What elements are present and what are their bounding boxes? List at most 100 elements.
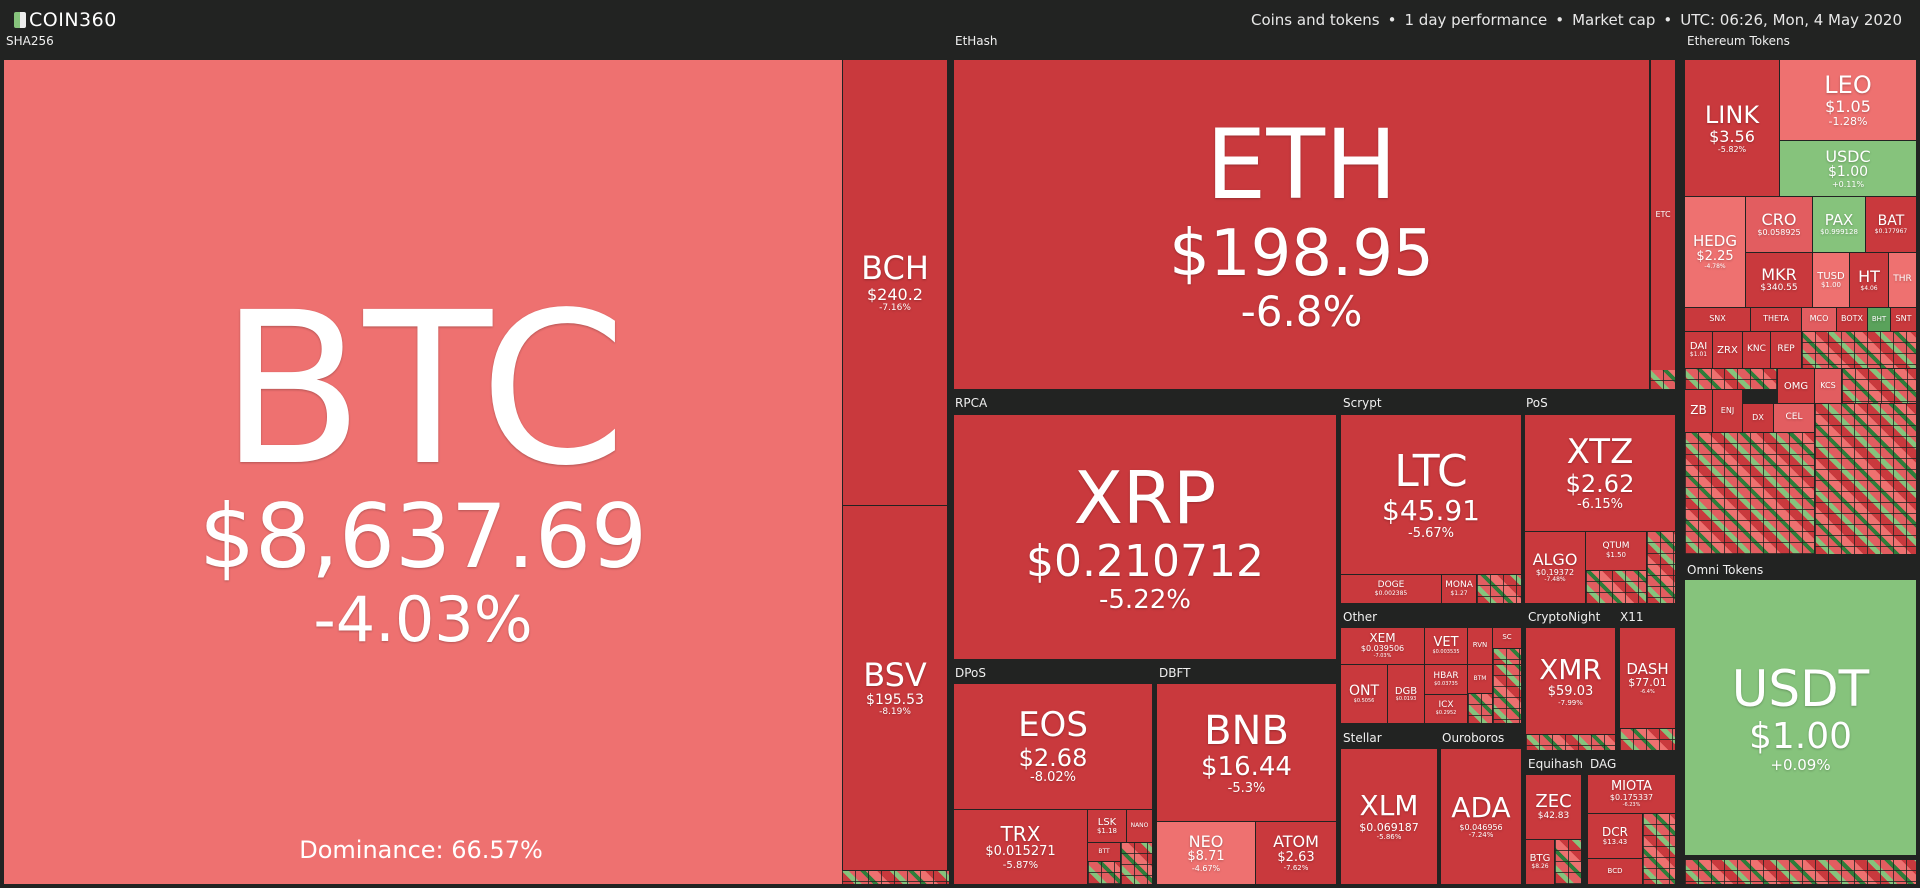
tile-knc[interactable]: KNC [1743, 332, 1770, 368]
tile-btc[interactable]: BTC $8,637.69 -4.03% [4, 60, 842, 884]
tile-icx-price: $0.2952 [1435, 710, 1457, 717]
tile-trx-price: $0.015271 [985, 844, 1056, 860]
tile-enj[interactable]: ENJ [1713, 390, 1742, 432]
tile-bnb-change: -5.3% [1227, 780, 1266, 796]
tile-mkr-price: $340.55 [1760, 282, 1798, 293]
tile-usdt[interactable]: USDT $1.00 +0.09% [1685, 580, 1916, 855]
tile-ont[interactable]: ONT $0.5056 [1341, 665, 1387, 723]
tile-nano[interactable]: NANO [1127, 810, 1152, 842]
tile-bht[interactable]: BHT [1868, 308, 1890, 331]
tile-eth[interactable]: ETH $198.95 -6.8% [954, 60, 1649, 389]
tile-eos[interactable]: EOS $2.68 -8.02% [954, 684, 1152, 809]
filter-coins-tokens[interactable]: Coins and tokens [1250, 11, 1380, 29]
tile-xem[interactable]: XEM $0.039506 -7.03% [1341, 628, 1424, 664]
tile-lsk[interactable]: LSK $1.18 [1088, 810, 1126, 842]
tile-dx-symbol: DX [1752, 412, 1764, 422]
tile-ada-symbol: ADA [1451, 790, 1511, 824]
tile-rvn[interactable]: RVN [1468, 628, 1492, 664]
tile-theta[interactable]: THETA [1751, 308, 1801, 331]
tile-trx[interactable]: TRX $0.015271 -5.87% [954, 810, 1087, 884]
tile-usdc[interactable]: USDC $1.00 +0.11% [1780, 141, 1916, 196]
tile-doge[interactable]: DOGE $0.002385 [1341, 575, 1441, 603]
tile-pax[interactable]: PAX $0.999128 [1813, 197, 1865, 252]
tile-btg[interactable]: BTG $8.26 [1526, 840, 1554, 884]
scrypt-small-coins [1477, 575, 1521, 603]
logo-text: COIN360 [29, 9, 117, 31]
eth-tokens-small-coins-d [1815, 404, 1916, 554]
tile-bcd-symbol: BCD [1607, 866, 1623, 875]
tile-dai-symbol: DAI [1689, 341, 1708, 353]
tile-icx[interactable]: ICX $0.2952 [1425, 695, 1467, 723]
tile-xrp[interactable]: XRP $0.210712 -5.22% [954, 415, 1336, 659]
tile-trx-symbol: TRX [1000, 822, 1041, 847]
tile-omg[interactable]: OMG [1778, 369, 1814, 403]
tile-dx[interactable]: DX [1743, 404, 1773, 432]
tile-algo[interactable]: ALGO $0.19372 -7.48% [1525, 532, 1585, 603]
tile-vet[interactable]: VET $0.003535 [1425, 628, 1467, 664]
tile-btt[interactable]: BTT [1088, 843, 1120, 861]
tile-bcd[interactable]: BCD [1588, 859, 1642, 884]
tile-ltc-symbol: LTC [1394, 445, 1468, 497]
tile-dai[interactable]: DAI $1.01 [1685, 332, 1712, 368]
tile-hedg[interactable]: HEDG $2.25 -4.78% [1685, 197, 1745, 307]
tile-rep[interactable]: REP [1771, 332, 1801, 368]
tile-botx[interactable]: BOTX [1837, 308, 1867, 331]
coin360-logo[interactable]: COIN360 [14, 9, 117, 31]
tile-mona[interactable]: MONA $1.27 [1442, 575, 1476, 603]
tile-tusd[interactable]: TUSD $1.00 [1813, 253, 1849, 307]
filter-metric[interactable]: Market cap [1572, 11, 1656, 29]
tile-bch[interactable]: BCH $240.2 -7.16% [842, 60, 949, 505]
tile-neo-price: $8.71 [1187, 849, 1225, 865]
tile-zec[interactable]: ZEC $42.83 [1526, 775, 1581, 839]
tile-cel[interactable]: CEL [1774, 404, 1814, 432]
tile-snx[interactable]: SNX [1685, 308, 1750, 331]
tile-kcs[interactable]: KCS [1815, 369, 1841, 403]
tile-etc[interactable]: ETC [1650, 60, 1675, 370]
tile-snt[interactable]: SNT [1891, 308, 1916, 331]
tile-eth-change: -6.8% [1240, 287, 1363, 337]
tile-bat-price: $0.177967 [1874, 227, 1908, 235]
eth-tokens-small-coins-e [1685, 433, 1814, 554]
tile-leo[interactable]: LEO $1.05 -1.28% [1780, 60, 1916, 140]
sha256-small-coins [842, 871, 949, 884]
dpos-small-coins-b [1088, 862, 1120, 884]
tile-bat[interactable]: BAT $0.177967 [1866, 197, 1916, 252]
tile-link[interactable]: LINK $3.56 -5.82% [1685, 60, 1779, 196]
tile-bnb[interactable]: BNB $16.44 -5.3% [1157, 684, 1336, 821]
filter-period[interactable]: 1 day performance [1404, 11, 1548, 29]
tile-xlm-symbol: XLM [1359, 789, 1419, 823]
tile-bsv-change: -8.19% [879, 707, 911, 718]
tile-qtum[interactable]: QTUM $1.50 [1586, 532, 1646, 570]
tile-atom[interactable]: ATOM $2.63 -7.62% [1256, 822, 1336, 884]
tile-neo[interactable]: NEO $8.71 -4.67% [1157, 822, 1255, 884]
tile-zrx[interactable]: ZRX [1713, 332, 1742, 368]
tile-btm[interactable]: BTM [1468, 665, 1492, 693]
tile-thr[interactable]: THR [1889, 253, 1916, 307]
tile-dgb[interactable]: DGB $0.0193 [1388, 665, 1424, 723]
tile-xtz-change: -6.15% [1577, 496, 1623, 512]
tile-mona-price: $1.27 [1450, 589, 1468, 597]
tile-dash[interactable]: DASH $77.01 -6.4% [1620, 628, 1675, 728]
tile-ada[interactable]: ADA $0.046956 -7.24% [1441, 749, 1521, 884]
tile-xlm[interactable]: XLM $0.069187 -5.86% [1341, 749, 1437, 884]
tile-cro-symbol: CRO [1761, 210, 1797, 230]
tile-hbar[interactable]: HBAR $0.03735 [1425, 665, 1467, 694]
tile-zb[interactable]: ZB [1685, 390, 1712, 432]
tile-mco[interactable]: MCO [1802, 308, 1836, 331]
utc-time: UTC: 06:26, Mon, 4 May 2020 [1680, 11, 1902, 29]
tile-dcr[interactable]: DCR $13.43 [1588, 814, 1642, 858]
tile-atom-symbol: ATOM [1273, 832, 1319, 852]
tile-xtz[interactable]: XTZ $2.62 -6.15% [1525, 415, 1675, 531]
tile-mco-symbol: MCO [1809, 314, 1829, 324]
tile-miota[interactable]: MIOTA $0.175337 -6.23% [1588, 775, 1675, 813]
tile-sc[interactable]: SC [1493, 628, 1521, 648]
tile-bsv[interactable]: BSV $195.53 -8.19% [842, 506, 949, 870]
tile-xmr[interactable]: XMR $59.03 -7.99% [1526, 628, 1615, 734]
tile-ltc[interactable]: LTC $45.91 -5.67% [1341, 415, 1521, 574]
tile-ht[interactable]: HT $4.06 [1850, 253, 1888, 307]
top-bar: COIN360 Coins and tokens • 1 day performan… [0, 0, 1920, 40]
group-label-other: Other [1343, 610, 1378, 624]
tile-mkr[interactable]: MKR $340.55 [1746, 253, 1812, 307]
tile-dash-price: $77.01 [1628, 676, 1667, 690]
tile-cro[interactable]: CRO $0.058925 [1746, 197, 1812, 252]
